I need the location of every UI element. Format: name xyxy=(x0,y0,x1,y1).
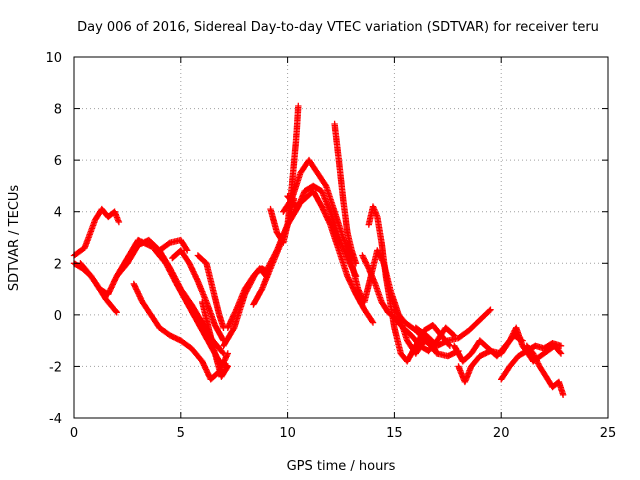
y-tick-label: -2 xyxy=(49,360,62,375)
axis-ticks: 0 5 10 15 20 25 -4 -2 0 2 4 6 8 10 xyxy=(45,51,616,441)
y-tick-label: 2 xyxy=(54,257,62,272)
series-arc-25 xyxy=(523,342,567,398)
plus-markers xyxy=(267,102,302,246)
series-arc-9 xyxy=(199,298,231,380)
x-tick-label: 5 xyxy=(177,426,185,441)
series-arc-13 xyxy=(267,102,302,246)
x-tick-label: 10 xyxy=(279,426,296,441)
plus-markers xyxy=(280,156,355,262)
y-tick-label: -4 xyxy=(49,412,62,427)
series-arc-5 xyxy=(130,280,231,383)
plot-frame xyxy=(73,56,609,419)
y-tick-label: 8 xyxy=(54,103,62,118)
plus-markers xyxy=(284,187,377,326)
plus-markers xyxy=(70,205,123,259)
plus-markers xyxy=(391,306,462,360)
y-tick-label: 4 xyxy=(54,206,62,221)
x-tick-label: 15 xyxy=(386,426,403,441)
y-tick-label: 10 xyxy=(45,51,62,66)
plus-markers xyxy=(169,247,227,344)
x-tick-label: 25 xyxy=(600,426,617,441)
series-arc-20 xyxy=(391,306,462,360)
series-arc-1 xyxy=(70,205,123,259)
x-axis-label: GPS time / hours xyxy=(287,459,396,474)
series-arc-14 xyxy=(280,156,355,262)
series-arc-15 xyxy=(284,187,377,326)
plus-markers xyxy=(523,342,567,398)
plus-markers xyxy=(455,324,565,386)
x-tick-label: 20 xyxy=(493,426,510,441)
series-arc-18 xyxy=(365,203,454,365)
plus-markers xyxy=(130,280,231,383)
y-tick-label: 0 xyxy=(54,309,62,324)
series-arc-3 xyxy=(70,260,120,316)
y-tick-label: 6 xyxy=(54,154,62,169)
x-tick-label: 0 xyxy=(70,426,78,441)
plus-markers xyxy=(412,306,494,349)
series-layer xyxy=(70,102,567,398)
series-arc-7 xyxy=(169,247,227,344)
chart-title: Day 006 of 2016, Sidereal Day-to-day VTE… xyxy=(77,20,599,35)
series-arc-8 xyxy=(194,252,227,331)
plus-markers xyxy=(194,252,227,331)
plus-markers xyxy=(224,265,270,331)
series-arc-23 xyxy=(455,324,565,386)
series-arc-11 xyxy=(224,265,270,331)
y-axis-label: SDTVAR / TECUs xyxy=(7,185,22,292)
plus-markers xyxy=(199,298,231,380)
series-arc-21 xyxy=(412,306,494,349)
